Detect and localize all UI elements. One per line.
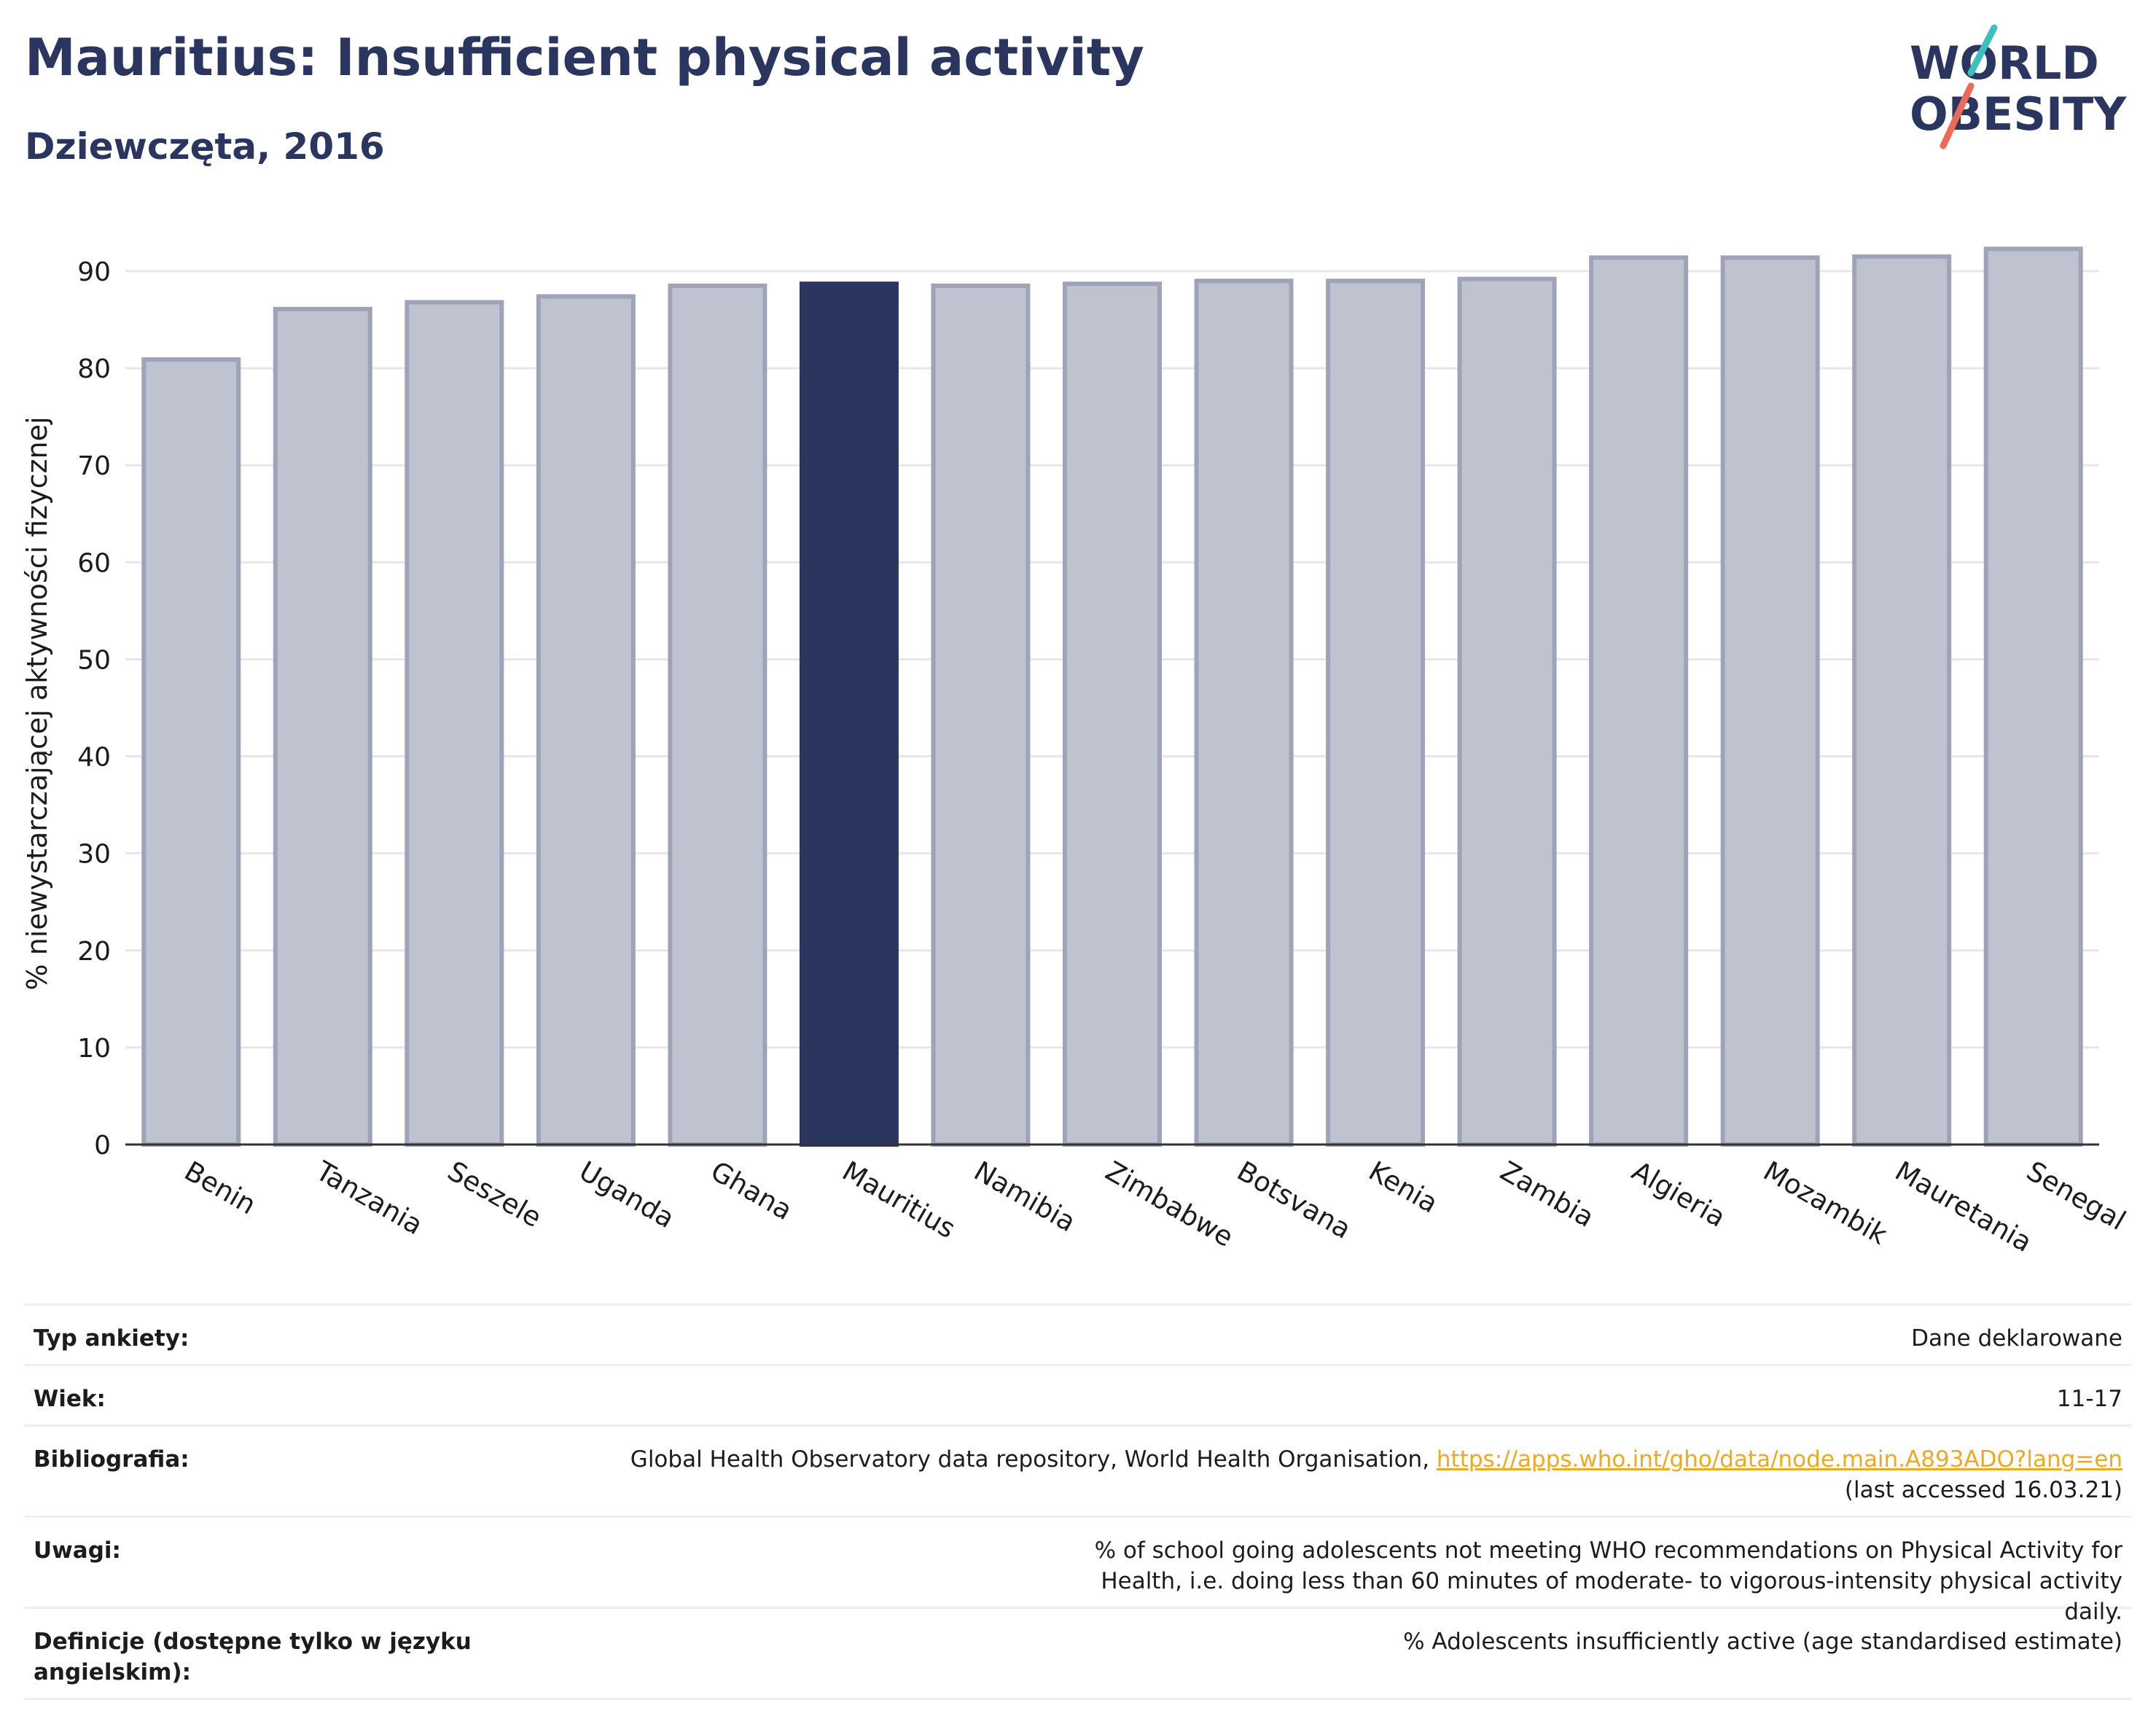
x-axis-labels: Benin Tanzania Seszele Uganda Ghana Mauritius…: [179, 1155, 2131, 1258]
bar-benin: [141, 357, 241, 1147]
info-label: Wiek:: [34, 1386, 106, 1412]
info-value: % of school going adolescents not meetin…: [1094, 1537, 2122, 1625]
y-tick-label: 70: [77, 451, 111, 481]
info-label: Uwagi:: [34, 1537, 121, 1564]
x-tick-label: Algieria: [1627, 1155, 1731, 1233]
y-tick-label: 30: [77, 840, 111, 870]
bar-kenia: [1326, 278, 1426, 1147]
bibliography-link[interactable]: https://apps.who.int/gho/data/node.main.…: [1436, 1446, 2122, 1473]
world-obesity-logo: WORLD OBESITY: [1910, 24, 2127, 149]
x-tick-label: Tanzania: [310, 1155, 428, 1241]
bar-mozambik: [1720, 255, 1820, 1147]
info-row-age: Wiek: 11-17: [25, 1364, 2131, 1424]
info-label: Bibliografia:: [34, 1446, 190, 1473]
y-tick-label: 20: [77, 937, 111, 967]
y-tick-label: 40: [77, 743, 111, 773]
info-label: Definicje (dostępne tylko w języku angie…: [34, 1629, 472, 1685]
bar-botsvana: [1194, 278, 1294, 1147]
x-tick-label: Benin: [179, 1155, 262, 1221]
x-tick-label: Mauretania: [1890, 1155, 2037, 1259]
bar-uganda: [536, 294, 636, 1147]
bar-seszele: [405, 300, 504, 1147]
logo-slash-coral: [1940, 82, 1975, 149]
y-axis-ticks: 0 10 20 30 40 50 60 70 80 90: [77, 257, 111, 1161]
bar-mauritius: [799, 281, 899, 1147]
info-value: Global Health Observatory data repositor…: [500, 1427, 2131, 1516]
info-row-bibliography: Bibliografia: Global Health Observatory …: [25, 1424, 2131, 1516]
x-tick-label: Mauritius: [837, 1155, 961, 1245]
info-label: Typ ankiety:: [34, 1325, 190, 1352]
logo-line1: WORLD: [1910, 36, 2099, 90]
bar-zimbabwe: [1063, 281, 1162, 1147]
x-tick-label: Zambia: [1495, 1155, 1599, 1233]
logo-slash-teal: [1967, 24, 1998, 77]
y-tick-label: 90: [77, 257, 111, 287]
info-value: Dane deklarowane: [1911, 1325, 2122, 1352]
x-tick-label: Namibia: [969, 1155, 1081, 1239]
x-tick-label: Botsvana: [1232, 1155, 1356, 1245]
y-tick-label: 0: [94, 1131, 111, 1161]
bibliography-accessed: (last accessed 16.03.21): [1844, 1477, 2122, 1503]
info-row-notes: Uwagi: % of school going adolescents not…: [25, 1516, 2131, 1625]
bars: [141, 246, 2083, 1147]
bar-algieria: [1589, 255, 1689, 1147]
bar-ghana: [668, 283, 768, 1147]
x-tick-label: Seszele: [442, 1155, 547, 1234]
y-tick-label: 60: [77, 548, 111, 578]
bar-tanzania: [273, 306, 372, 1147]
x-tick-label: Senegal: [2021, 1155, 2130, 1237]
bar-chart: 0 10 20 30 40 50 60 70 80 90 Benin Tanzania Seszele…: [21, 246, 2131, 1258]
bar-senegal: [1983, 246, 2083, 1147]
info-row-definitions: Definicje (dostępne tylko w języku angie…: [25, 1607, 2131, 1700]
x-tick-label: Ghana: [706, 1155, 797, 1227]
bar-namibia: [931, 283, 1031, 1147]
logo-line2: OBESITY: [1910, 87, 2127, 141]
bar-zambia: [1457, 276, 1557, 1147]
chart-subtitle: Dziewczęta, 2016: [25, 125, 385, 168]
bar-mauretania: [1852, 254, 1952, 1147]
info-value: % Adolescents insufficiently active (age…: [1403, 1629, 2122, 1655]
x-tick-label: Mozambik: [1758, 1155, 1893, 1251]
x-tick-label: Zimbabwe: [1101, 1155, 1239, 1253]
y-tick-label: 50: [77, 645, 111, 675]
info-table: Typ ankiety: Dane deklarowane Wiek: 11-1…: [25, 1303, 2131, 1700]
info-row-survey-type: Typ ankiety: Dane deklarowane: [25, 1303, 2131, 1364]
x-tick-label: Uganda: [574, 1155, 679, 1235]
chart-title: Mauritius: Insufficient physical activit…: [25, 28, 1144, 87]
y-tick-label: 80: [77, 354, 111, 384]
y-axis-label: % niewystarczającej aktywności fizycznej: [21, 416, 53, 990]
x-tick-label: Kenia: [1364, 1155, 1443, 1220]
info-value: 11-17: [2056, 1386, 2122, 1412]
bibliography-text: Global Health Observatory data repositor…: [630, 1446, 1437, 1473]
y-tick-label: 10: [77, 1034, 111, 1064]
